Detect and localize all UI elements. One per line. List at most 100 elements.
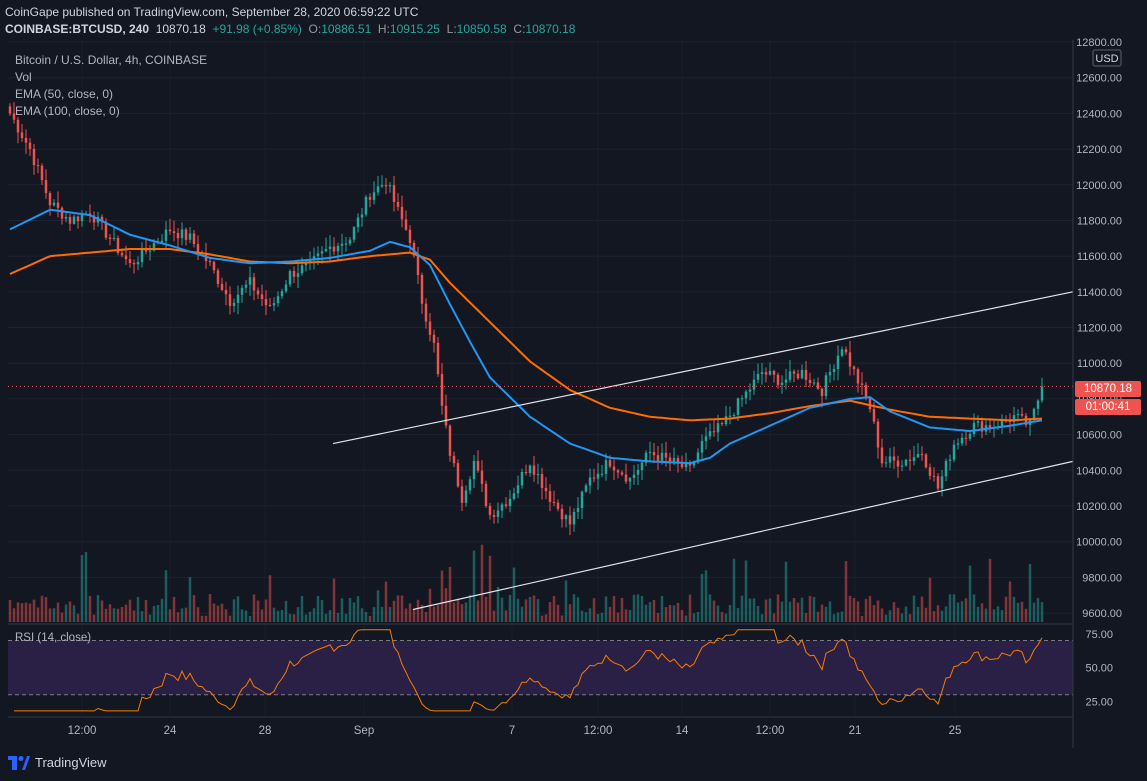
volume-bar	[836, 612, 840, 622]
candle-body	[664, 452, 668, 458]
volume-bar	[296, 607, 300, 622]
candle-body	[1020, 414, 1024, 416]
candle-body	[908, 459, 912, 461]
time-tick-label: 14	[676, 725, 689, 737]
candle-body	[864, 384, 868, 398]
candle-body	[980, 421, 984, 432]
volume-bar	[272, 607, 276, 622]
volume-bar	[548, 602, 552, 622]
candle-body	[48, 193, 52, 206]
volume-bar	[288, 613, 292, 622]
candle-body	[468, 479, 472, 491]
candle-body	[268, 305, 272, 307]
change-text: +91.98 (+0.85%)	[212, 22, 302, 36]
candle-body	[696, 452, 700, 463]
candle-body	[596, 473, 600, 479]
volume-bar	[468, 594, 472, 622]
candle-body	[8, 106, 12, 114]
candle-body	[388, 185, 392, 187]
candle-body	[104, 221, 108, 238]
candle-body	[64, 216, 68, 219]
candle-body	[300, 265, 304, 274]
volume-bar	[892, 602, 896, 622]
candle-body	[220, 283, 224, 290]
candle-body	[16, 119, 20, 133]
candle-body	[484, 483, 488, 506]
low-value: 10850.58	[456, 22, 507, 36]
volume-bar	[580, 610, 584, 622]
candle-body	[820, 388, 824, 396]
candle-body	[716, 423, 720, 433]
candle-body	[100, 216, 104, 222]
volume-bar	[604, 596, 608, 622]
volume-bar	[92, 614, 96, 622]
candle-body	[372, 192, 376, 200]
volume-bar	[212, 603, 216, 622]
volume-bar	[156, 605, 160, 622]
volume-bar	[796, 602, 800, 622]
volume-bar	[912, 595, 916, 622]
ema100-line	[9, 248, 1043, 422]
volume-bar	[152, 606, 156, 622]
rsi-tick-label: 25.00	[1085, 696, 1113, 708]
candle-body	[428, 321, 432, 335]
volume-bar	[452, 602, 456, 622]
candle-body	[860, 383, 864, 385]
volume-bar	[12, 608, 16, 622]
time-tick-label: 28	[259, 725, 272, 737]
upper-channel-trendline	[332, 291, 1074, 445]
candle-body	[112, 237, 116, 240]
volume-bar	[60, 612, 64, 622]
candle-body	[116, 237, 120, 253]
candle-body	[736, 398, 740, 415]
candle-body	[784, 379, 788, 383]
volume-bar	[180, 608, 184, 622]
volume-bar	[388, 606, 392, 622]
candle-body	[472, 460, 476, 480]
candle-body	[804, 369, 808, 380]
price-tick-label: 11000.00	[1077, 358, 1122, 370]
candle-body	[868, 397, 872, 410]
last-price-text: 10870.18	[155, 22, 206, 36]
volume-bar	[908, 614, 912, 622]
volume-bar	[1028, 564, 1032, 622]
candle-body	[480, 470, 484, 484]
volume-bar	[264, 599, 268, 622]
candle-body	[404, 219, 408, 230]
volume-bar	[924, 607, 928, 622]
volume-bar	[760, 614, 764, 622]
close-value: 10870.18	[525, 22, 576, 36]
price-chart[interactable]: RSI (14, close) 9600.00 9800.00 10000.00 10…	[0, 0, 1147, 748]
volume-bar	[840, 611, 844, 622]
candle-body	[680, 462, 684, 468]
volume-bar	[236, 596, 240, 622]
candle-body	[936, 476, 940, 489]
volume-bar	[404, 608, 408, 622]
volume-bar	[132, 610, 136, 622]
candle-body	[392, 185, 396, 202]
price-tick-label: 9600.00	[1082, 608, 1122, 620]
candle-body	[564, 515, 568, 520]
candle-body	[136, 262, 140, 265]
candle-body	[348, 239, 352, 244]
volume-bar	[448, 566, 452, 622]
volume-bar	[416, 599, 420, 622]
price-tick-label: 12400.00	[1076, 108, 1122, 120]
volume-bar	[280, 609, 284, 622]
volume-bar	[300, 595, 304, 622]
volume-bar	[1036, 598, 1040, 622]
volume-bar	[532, 595, 536, 622]
volume-bar	[864, 598, 868, 622]
candle-body	[248, 277, 252, 285]
candle-body	[732, 414, 736, 416]
volume-bar	[516, 598, 520, 622]
legend-ema100: EMA (100, close, 0)	[15, 104, 120, 118]
volume-bar	[432, 606, 436, 622]
volume-bar	[164, 570, 168, 622]
volume-bar	[384, 581, 388, 622]
candle-body	[548, 491, 552, 502]
volume-bar	[812, 596, 816, 622]
candle-body	[584, 485, 588, 492]
volume-bar	[648, 602, 652, 622]
